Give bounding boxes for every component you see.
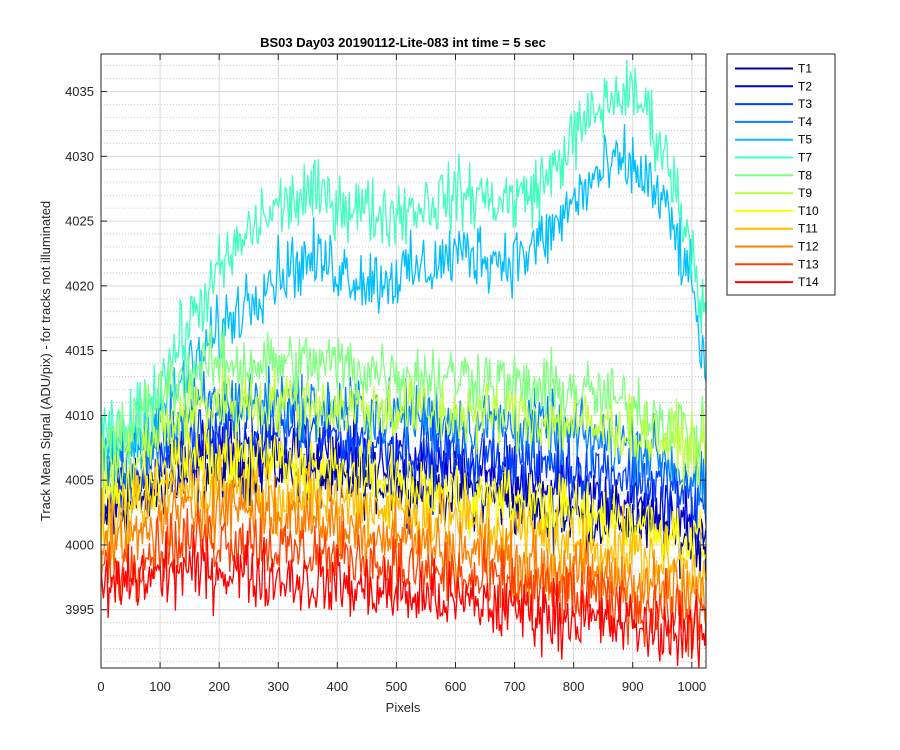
y-tick-label: 4035 xyxy=(65,84,94,99)
x-axis-label: Pixels xyxy=(386,700,421,715)
legend-label: T2 xyxy=(798,79,812,93)
series-line-t12 xyxy=(100,474,707,625)
legend-item-t8: T8 xyxy=(735,168,812,182)
legend-item-t3: T3 xyxy=(735,97,812,111)
y-tick-label: 4030 xyxy=(65,149,94,164)
x-tick-label: 1000 xyxy=(677,679,706,694)
series-line-t14 xyxy=(100,530,707,669)
x-tick-label: 800 xyxy=(563,679,585,694)
legend-item-t7: T7 xyxy=(735,151,812,165)
legend-label: T13 xyxy=(798,257,819,271)
y-tick-label: 4025 xyxy=(65,214,94,229)
legend-label: T12 xyxy=(798,240,819,254)
y-tick-label: 3995 xyxy=(65,602,94,617)
chart-title: BS03 Day03 20190112-Lite-083 int time = … xyxy=(260,35,546,50)
series-line-t2 xyxy=(100,410,707,556)
series-line-t3 xyxy=(100,391,707,540)
series-lines xyxy=(100,60,707,669)
legend-item-t10: T10 xyxy=(735,204,819,218)
legend-item-t1: T1 xyxy=(735,62,812,76)
x-tick-label: 300 xyxy=(267,679,289,694)
legend-label: T7 xyxy=(798,151,812,165)
series-line-t9 xyxy=(100,365,707,509)
x-tick-label: 900 xyxy=(622,679,644,694)
series-line-t7 xyxy=(100,60,707,466)
legend-item-t14: T14 xyxy=(735,275,819,289)
series-line-t10 xyxy=(100,422,707,564)
y-tick-label: 4020 xyxy=(65,278,94,293)
x-tick-label: 700 xyxy=(504,679,526,694)
legend-item-t9: T9 xyxy=(735,186,812,200)
legend-label: T3 xyxy=(798,97,812,111)
legend: T1 T2 T3 T4 T5 T7 T8 T9 T10 T11 T12 T13 T14 xyxy=(726,53,836,296)
legend-item-t13: T13 xyxy=(735,257,819,271)
legend-label: T5 xyxy=(798,133,812,147)
x-tick-label: 200 xyxy=(208,679,230,694)
legend-label: T10 xyxy=(798,204,819,218)
x-tick-label: 400 xyxy=(326,679,348,694)
y-tick-label: 4000 xyxy=(65,537,94,552)
series-line-t8 xyxy=(100,324,707,470)
x-tick-label: 0 xyxy=(97,679,104,694)
legend-label: T4 xyxy=(798,115,812,129)
series-line-t5 xyxy=(100,124,707,480)
legend-label: T11 xyxy=(798,222,818,236)
y-axis-label: Track Mean Signal (ADU/pix) - for tracks… xyxy=(38,201,53,521)
legend-label: T1 xyxy=(798,62,812,76)
axes-box xyxy=(100,53,707,669)
x-tick-label: 500 xyxy=(386,679,408,694)
legend-item-t5: T5 xyxy=(735,133,812,147)
y-tick-label: 4010 xyxy=(65,408,94,423)
y-tick-label: 4015 xyxy=(65,343,94,358)
legend-label: T14 xyxy=(798,275,819,289)
ticks: 0 100 200 300 400 500 600 700 800 900 1000 3995 4000… xyxy=(65,54,706,694)
legend-item-t11: T11 xyxy=(735,222,818,236)
x-tick-label: 600 xyxy=(445,679,467,694)
y-tick-label: 4005 xyxy=(65,473,94,488)
legend-item-t4: T4 xyxy=(735,115,812,129)
legend-label: T9 xyxy=(798,186,812,200)
series-line-t11 xyxy=(100,449,707,603)
legend-label: T8 xyxy=(798,168,812,182)
x-tick-label: 100 xyxy=(149,679,171,694)
legend-item-t2: T2 xyxy=(735,79,812,93)
legend-item-t12: T12 xyxy=(735,240,819,254)
